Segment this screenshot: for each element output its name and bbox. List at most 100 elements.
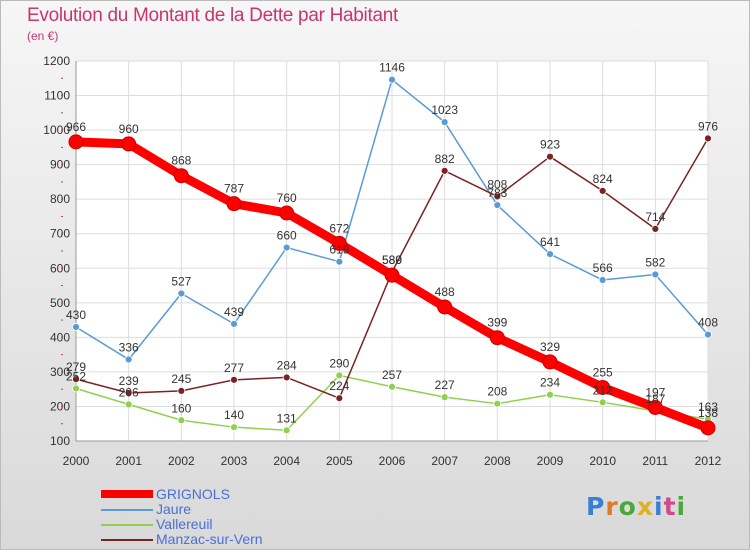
x-tick-label: 2012 [695,454,722,468]
data-point [651,224,660,233]
data-point [542,354,558,370]
legend-label: GRIGNOLS [156,486,230,502]
y-tick-label: 700 [50,227,70,241]
x-tick-label: 2008 [484,454,511,468]
data-label: 527 [171,274,191,288]
data-label: 138 [698,406,718,420]
data-label: 760 [277,191,297,205]
y-tick-label: 500 [50,296,70,310]
data-point [493,201,502,209]
data-label: 966 [66,120,86,134]
legend-swatch [101,509,153,511]
data-label: 197 [645,385,665,399]
data-label: 976 [698,119,718,133]
data-label: 257 [382,368,402,382]
data-label: 923 [540,138,560,152]
data-label: 284 [277,358,297,372]
data-label: 255 [593,365,613,379]
data-point [124,400,133,409]
logo-letter: t [663,492,677,521]
data-point [124,389,133,397]
y-tick-label: 300 [50,365,70,379]
data-label: 245 [171,372,191,386]
data-label: 1146 [379,61,405,75]
y-tick-label: 200 [50,399,70,413]
y-tick-label: 600 [50,261,70,275]
data-label: 163 [698,400,718,414]
logo-letter: P [586,492,606,521]
data-point [704,134,712,143]
y-tick-label: 100 [50,434,70,448]
logo-letter: x [636,492,654,521]
legend-label: Manzac-sur-Vern [156,531,263,547]
data-label: 140 [224,408,244,422]
data-label: 824 [593,172,613,186]
data-point [173,168,189,184]
data-label: 660 [277,229,297,243]
data-label: 808 [487,177,507,191]
data-point [230,423,238,432]
data-label: 279 [66,360,86,374]
proxiti-logo: Proxiti [586,492,686,521]
x-tick-label: 2006 [379,454,406,468]
data-point [121,136,137,152]
logo-letter: i [676,492,687,521]
y-tick-label: 400 [50,330,70,344]
data-label: 672 [329,221,349,235]
data-label: 868 [171,154,191,168]
y-tick-label: 1000 [43,123,70,137]
x-tick-label: 2004 [273,454,300,468]
data-label: 131 [277,411,297,425]
data-point [704,330,712,339]
legend-swatch [101,524,153,526]
logo-letter: r [605,492,619,521]
data-label: 1023 [431,103,458,117]
chart-title: Evolution du Montant de la Dette par Hab… [27,5,398,26]
x-tick-label: 2005 [326,454,353,468]
data-point [493,399,502,408]
data-point [72,375,80,384]
y-tick-label: 800 [50,192,70,206]
data-label: 336 [119,340,139,354]
data-point [493,192,502,201]
data-point [331,235,347,251]
data-label: 566 [593,261,613,275]
data-point [598,398,607,407]
data-label: 580 [382,253,402,267]
data-point [651,270,660,279]
data-point [440,118,449,127]
data-point [595,379,611,395]
data-point [388,75,396,84]
data-label: 714 [645,210,665,224]
x-tick-label: 2010 [589,454,616,468]
legend-swatch [101,539,153,541]
data-label: 227 [435,378,455,392]
x-tick-label: 2002 [168,454,195,468]
data-point [72,384,80,393]
data-point [72,323,80,331]
data-point [124,355,133,364]
data-label: 206 [119,385,139,399]
data-label: 224 [329,379,349,393]
data-label: 641 [540,235,560,249]
x-tick-label: 2007 [431,454,458,468]
data-label: 882 [435,152,455,166]
data-point [388,382,396,391]
legend-swatch [101,490,153,498]
data-label: 290 [329,356,349,370]
data-label: 589 [382,253,402,267]
data-label: 582 [645,255,665,269]
data-point [598,276,607,284]
data-label: 212 [593,383,613,397]
data-label: 488 [435,285,455,299]
data-label: 619 [329,243,349,257]
y-tick-label: 1100 [44,89,70,103]
data-label: 239 [119,374,139,388]
data-point [489,330,505,346]
data-point [282,426,291,435]
x-tick-label: 2001 [115,454,142,468]
data-point [598,186,607,195]
data-label: 208 [487,385,507,399]
